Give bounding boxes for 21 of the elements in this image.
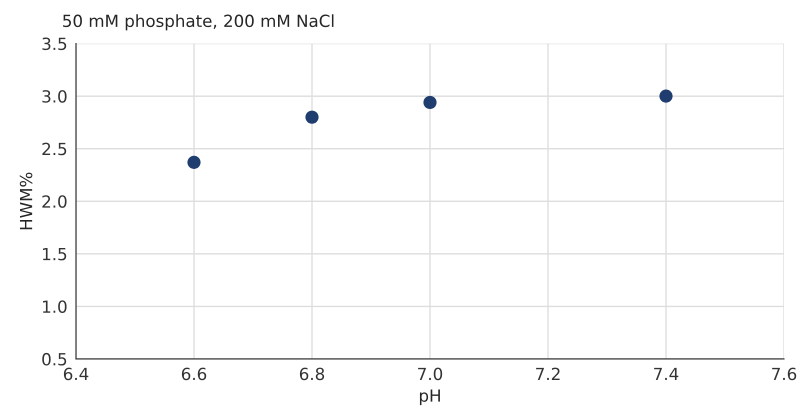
point <box>423 96 437 110</box>
y-tick-label: 0.5 <box>42 352 66 366</box>
x-tick-label: 6.6 <box>182 368 206 380</box>
y-tick-label: 3.5 <box>42 38 66 50</box>
point <box>659 90 673 103</box>
x-tick-label: 7.2 <box>536 368 560 380</box>
y-tick-label: 1.0 <box>42 300 67 313</box>
y-tick-label: 1.5 <box>42 248 66 260</box>
x-tick-label: 6.8 <box>300 368 324 380</box>
x-axis-title: pH <box>420 390 440 406</box>
x-tick-label: 6.4 <box>64 368 88 380</box>
y-axis-title: HWM% <box>20 172 32 230</box>
x-tick-label: 7.0 <box>418 368 442 380</box>
y-tick-label: 2.5 <box>42 142 66 156</box>
chart-title: 50 mM phosphate, 200 mM NaCl <box>63 14 334 30</box>
y-tick-label: 2.0 <box>42 195 67 208</box>
x-tick-label: 7.6 <box>772 368 796 380</box>
point <box>305 110 319 124</box>
y-tick-label: 3.0 <box>42 90 67 103</box>
x-tick-label: 7.4 <box>654 368 678 380</box>
point <box>187 156 201 169</box>
